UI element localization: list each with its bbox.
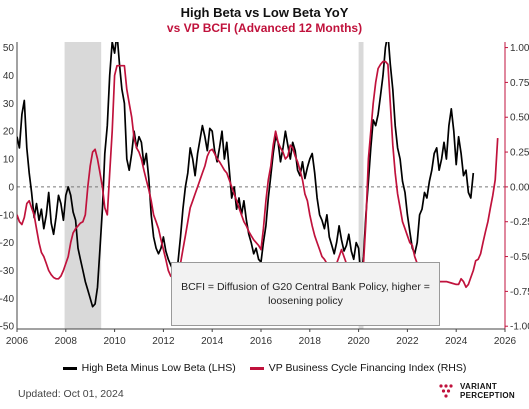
legend-item-rhs: VP Business Cycle Financing Index (RHS)	[249, 362, 467, 374]
legend-label-lhs: High Beta Minus Low Beta (LHS)	[81, 362, 236, 374]
chart-subtitle: vs VP BCFI (Advanced 12 Months)	[166, 21, 363, 35]
logo-line-2: PERCEPTION	[459, 391, 515, 400]
y-right-tick-label-2: 0.50	[510, 113, 529, 124]
logo-line-1: VARIANT	[459, 382, 498, 391]
legend-item-lhs: High Beta Minus Low Beta (LHS)	[62, 362, 236, 374]
y-right-tick-label-1: 0.75	[510, 78, 529, 89]
x-tick-label-1: 2008	[55, 336, 78, 347]
y-right-tick-label-8: -1.00	[510, 322, 529, 333]
vp-logo: VARIANT PERCEPTION	[437, 382, 515, 400]
y-left-tick-label-1: 40	[3, 71, 15, 82]
x-tick-label-0: 2006	[6, 336, 29, 347]
y-right-tick-label-7: -0.75	[510, 287, 529, 298]
y-right-tick-label-3: 0.25	[510, 148, 529, 159]
series-line-lhs	[17, 42, 475, 308]
y-left-tick-label-6: -10	[0, 210, 14, 221]
y-left-tick-label-0: 50	[3, 43, 15, 54]
annotation-text: BCFI = Diffusion of G20 Central Bank Pol…	[181, 281, 430, 307]
y-left-tick-label-5: 0	[8, 182, 14, 193]
y-right-tick-label-4: 0.00	[510, 182, 529, 193]
legend-label-rhs: VP Business Cycle Financing Index (RHS)	[268, 362, 467, 374]
y-left-tick-label-10: -50	[0, 322, 14, 333]
y-left-tick-label-9: -40	[0, 294, 14, 305]
x-tick-label-9: 2024	[445, 336, 468, 347]
y-left-tick-label-3: 20	[3, 127, 15, 138]
y-right-tick-label-0: 1.00	[510, 43, 529, 54]
chart-annotation: BCFI = Diffusion of G20 Central Bank Pol…	[171, 262, 440, 326]
x-tick-label-10: 2026	[494, 336, 517, 347]
legend-swatch-lhs	[62, 366, 77, 370]
y-left-tick-label-7: -20	[0, 238, 14, 249]
vp-logo-icon	[439, 384, 453, 398]
y-right-tick-label-6: -0.50	[510, 252, 529, 263]
y-left-tick-label-2: 30	[3, 99, 15, 110]
x-tick-label-8: 2022	[396, 336, 419, 347]
x-tick-label-2: 2010	[103, 336, 126, 347]
x-tick-label-5: 2016	[250, 336, 273, 347]
legend-swatch-rhs	[249, 366, 264, 370]
updated-date: Updated: Oct 01, 2024	[18, 388, 124, 400]
x-tick-label-4: 2014	[201, 336, 224, 347]
y-left-tick-label-4: 10	[3, 155, 15, 166]
series-line-rhs	[17, 60, 499, 289]
chart-title: High Beta vs Low Beta YoY	[180, 5, 349, 20]
y-left-tick-label-8: -30	[0, 266, 14, 277]
x-tick-label-3: 2012	[152, 336, 175, 347]
x-tick-label-6: 2018	[299, 336, 322, 347]
x-tick-label-7: 2020	[347, 336, 370, 347]
shaded-period-1	[358, 42, 364, 329]
y-right-tick-label-5: -0.25	[510, 217, 529, 228]
shaded-period-0	[64, 42, 102, 329]
chart-legend: High Beta Minus Low Beta (LHS) VP Busine…	[0, 362, 529, 374]
